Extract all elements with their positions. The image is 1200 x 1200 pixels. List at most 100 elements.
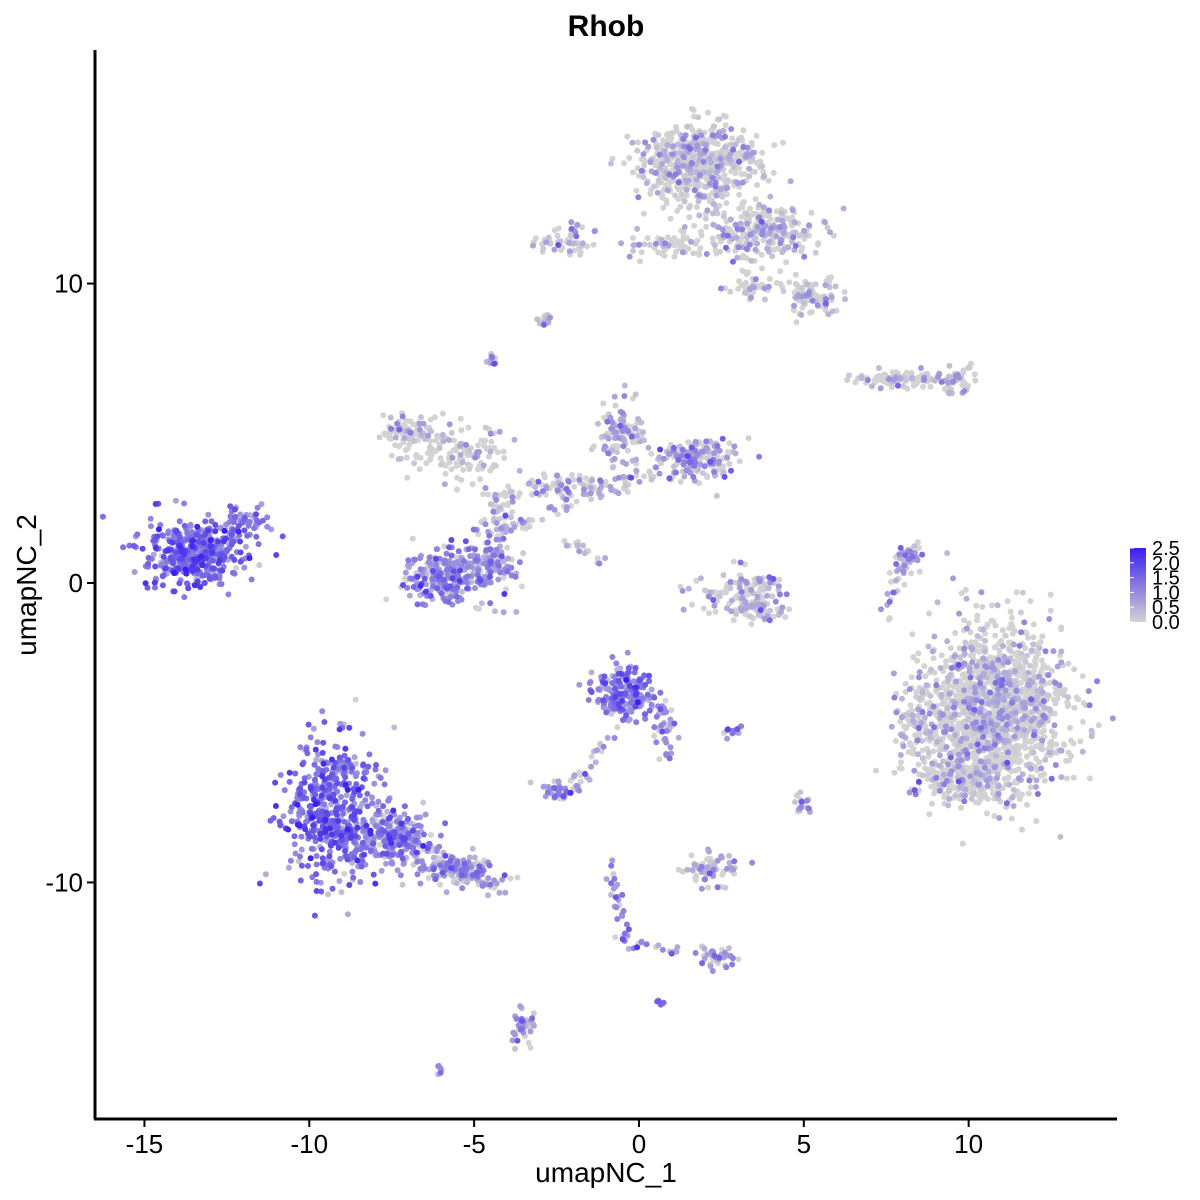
cell-point: [677, 478, 684, 485]
cell-point: [454, 486, 460, 493]
cell-point: [640, 429, 646, 436]
cell-point: [343, 792, 350, 799]
cell-point: [660, 137, 667, 144]
cell-point: [416, 466, 423, 473]
cell-point: [388, 452, 395, 459]
cell-point: [1058, 774, 1065, 781]
cell-point: [1006, 781, 1013, 788]
cell-point: [914, 657, 921, 664]
cell-point: [459, 588, 465, 595]
cell-point: [783, 259, 790, 266]
cell-point: [457, 451, 464, 458]
cell-point: [881, 378, 888, 385]
cell-point: [787, 178, 794, 185]
cell-point: [735, 180, 742, 187]
cell-point: [1008, 620, 1015, 627]
cell-point: [1077, 738, 1084, 745]
cell-point: [933, 732, 940, 739]
cell-point: [570, 476, 577, 483]
cell-point: [509, 509, 516, 515]
cell-point: [791, 302, 797, 309]
cell-point: [1021, 713, 1028, 720]
cell-point: [577, 778, 584, 785]
cell-point: [942, 658, 949, 665]
cell-point: [931, 790, 937, 797]
cell-point: [825, 311, 832, 318]
cell-point: [441, 481, 448, 488]
cell-point: [921, 377, 928, 383]
cell-point: [646, 241, 653, 248]
cell-point: [896, 765, 903, 771]
cell-point: [906, 721, 913, 728]
cell-point: [493, 536, 500, 543]
cell-point: [1046, 707, 1053, 714]
cell-point: [241, 564, 248, 571]
cell-point: [936, 752, 943, 759]
cell-point: [979, 603, 986, 610]
cell-point: [903, 711, 910, 718]
cell-point: [929, 800, 935, 807]
cell-point: [429, 848, 436, 855]
cell-point: [928, 666, 934, 673]
cell-point: [1087, 775, 1093, 782]
cell-point: [990, 708, 997, 715]
cell-point: [633, 472, 640, 479]
cell-point: [950, 378, 957, 385]
cell-point: [403, 454, 410, 461]
cell-point: [641, 157, 648, 163]
cell-point: [761, 173, 768, 180]
cell-point: [681, 473, 688, 480]
cell-point: [634, 225, 641, 232]
cell-point: [1009, 794, 1016, 801]
cell-point: [391, 724, 398, 731]
cell-point: [759, 227, 766, 234]
cell-point: [822, 282, 829, 289]
cell-point: [624, 488, 631, 495]
cell-point: [608, 160, 614, 167]
cell-point: [659, 946, 666, 953]
cell-point: [401, 435, 408, 441]
cell-point: [736, 278, 743, 285]
cell-point: [715, 233, 722, 240]
cell-point: [1017, 680, 1024, 686]
cell-point: [704, 474, 711, 481]
cell-point: [1025, 669, 1032, 676]
cell-point: [961, 660, 968, 667]
cell-point: [680, 162, 686, 169]
cell-point: [738, 213, 745, 220]
cell-point: [1058, 648, 1065, 655]
cell-point: [1023, 753, 1030, 760]
cell-point: [729, 235, 736, 242]
cell-point: [673, 238, 680, 245]
cell-point: [913, 689, 920, 696]
cell-point: [724, 605, 730, 612]
cell-point: [1011, 733, 1018, 740]
cell-point: [906, 686, 913, 693]
cell-point: [889, 369, 896, 376]
cell-point: [1031, 667, 1037, 674]
cell-point: [1063, 775, 1070, 782]
cell-point: [594, 555, 601, 562]
cell-point: [735, 956, 742, 963]
cell-point: [746, 165, 752, 172]
cell-point: [553, 472, 560, 479]
cell-point: [608, 891, 614, 898]
cell-point: [292, 850, 299, 857]
cell-point: [967, 773, 974, 780]
cell-point: [488, 438, 495, 445]
cell-point: [1033, 784, 1039, 790]
cell-point: [650, 136, 657, 143]
cell-point: [976, 675, 983, 681]
cell-point: [893, 577, 899, 584]
cell-point: [629, 139, 636, 146]
cell-point: [131, 569, 138, 575]
cell-point: [614, 449, 620, 456]
cell-point: [1015, 775, 1022, 782]
cell-point: [508, 527, 514, 534]
cell-point: [493, 520, 500, 526]
cell-point: [735, 153, 742, 160]
cell-point: [711, 862, 718, 869]
cell-point: [873, 767, 879, 774]
cell-point: [969, 753, 976, 759]
cell-point: [964, 716, 971, 723]
